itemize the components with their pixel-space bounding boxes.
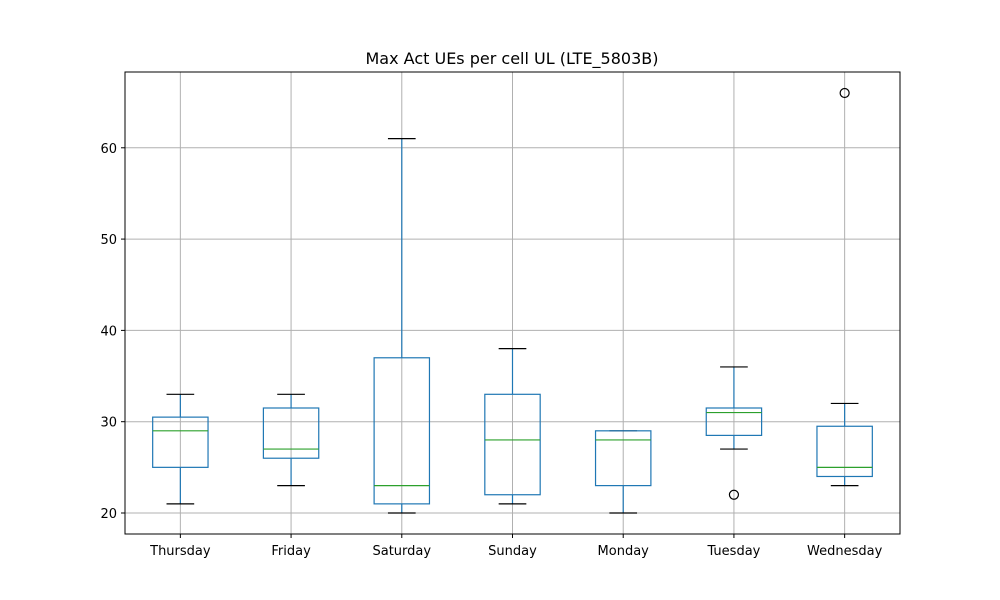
y-axis: 20 30 40 50 60: [100, 142, 125, 522]
y-tick-label: 60: [100, 142, 117, 157]
box-group-wednesday: [816, 87, 873, 487]
y-tick-label: 50: [100, 233, 117, 248]
y-tick-label: 30: [100, 416, 117, 431]
x-tick-label: Wednesday: [807, 544, 883, 559]
iqr-box: [484, 393, 541, 496]
chart-title: Max Act UEs per cell UL (LTE_5803B): [366, 49, 659, 69]
boxes: [152, 87, 873, 514]
box-group-tuesday: [705, 366, 763, 500]
box-group-saturday: [373, 138, 431, 514]
x-axis: Thursday Friday Saturday Sunday Monday Tuesda…: [149, 534, 883, 559]
outlier-point: [839, 87, 850, 99]
grid-lines: [125, 72, 900, 534]
iqr-box: [705, 407, 763, 436]
outlier-point: [728, 489, 740, 500]
box-group-thursday: [152, 393, 209, 505]
y-tick-label: 40: [100, 324, 117, 339]
iqr-box: [816, 425, 873, 478]
x-tick-label: Thursday: [149, 544, 211, 559]
x-tick-label: Saturday: [372, 544, 431, 559]
iqr-box: [152, 416, 209, 468]
x-tick-label: Sunday: [488, 544, 537, 559]
iqr-box: [373, 357, 431, 505]
box-group-sunday: [484, 348, 541, 505]
y-tick-label: 20: [100, 507, 117, 522]
box-group-monday: [594, 430, 652, 514]
box-group-friday: [262, 393, 320, 487]
iqr-box: [594, 430, 652, 487]
iqr-box: [262, 407, 320, 459]
x-tick-label: Friday: [271, 544, 311, 559]
x-tick-label: Tuesday: [706, 544, 760, 559]
x-tick-label: Monday: [598, 544, 650, 559]
